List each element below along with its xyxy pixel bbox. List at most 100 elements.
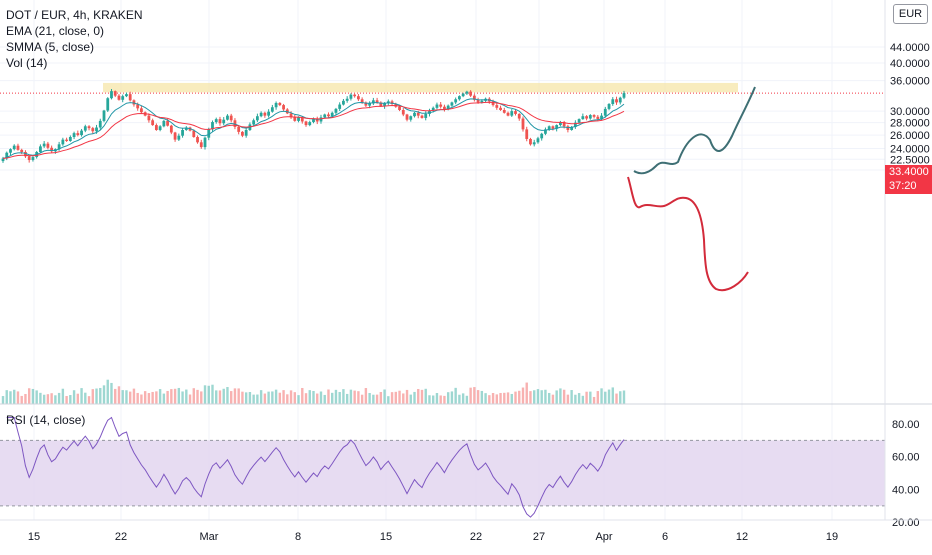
time-tick-label: 12 xyxy=(736,531,748,543)
volume-bar xyxy=(338,391,341,404)
candle-body xyxy=(222,119,226,124)
volume-bar xyxy=(398,390,401,404)
volume-bar xyxy=(16,391,20,404)
volume-bar xyxy=(147,393,151,404)
volume-bar xyxy=(271,391,274,404)
volume-bar xyxy=(278,392,282,404)
volume-bar xyxy=(297,395,300,404)
volume-bar xyxy=(316,393,319,404)
candle-body xyxy=(282,105,285,110)
candle xyxy=(510,109,514,117)
drawn-projections[interactable] xyxy=(627,86,756,292)
volume-bar xyxy=(420,389,424,404)
candle-body xyxy=(297,117,300,121)
candle xyxy=(91,126,95,134)
candle xyxy=(304,120,308,127)
volume-bar xyxy=(454,387,457,404)
currency-badge[interactable]: EUR xyxy=(893,4,928,24)
candle-body xyxy=(102,110,106,121)
candle-body xyxy=(573,122,577,127)
time-tick-label: 22 xyxy=(115,531,127,543)
candle xyxy=(371,97,375,106)
candle xyxy=(83,124,87,133)
volume-bar xyxy=(20,395,23,404)
volume-bar xyxy=(274,389,278,404)
ema-legend[interactable]: EMA (21, close, 0) xyxy=(6,24,105,38)
volume-bar xyxy=(39,392,42,404)
volume-bar xyxy=(102,385,106,404)
candle xyxy=(1,156,5,163)
rsi-pane: 80.00 60.00 40.00 20.00 xyxy=(0,416,920,529)
candle-body xyxy=(308,122,312,126)
ema-line xyxy=(2,101,625,159)
volume-bar xyxy=(622,390,626,404)
candle xyxy=(169,124,173,135)
candle-body xyxy=(401,110,405,115)
volume-bar xyxy=(566,394,570,404)
volume-bar xyxy=(196,389,199,404)
volume-bar xyxy=(533,390,536,404)
volume-bar xyxy=(331,392,334,404)
volume-bar xyxy=(581,395,585,404)
volume-bar xyxy=(529,391,532,404)
volume-bar xyxy=(450,391,454,404)
volume-bar xyxy=(484,393,487,404)
volume-bar xyxy=(469,387,472,404)
candle xyxy=(151,118,155,126)
time-tick-label: Mar xyxy=(200,531,219,543)
symbol-title[interactable]: DOT / EUR, 4h, KRAKEN xyxy=(6,8,143,22)
candle xyxy=(278,102,282,107)
volume-bar xyxy=(551,394,555,404)
candle-body xyxy=(315,119,319,122)
candle-body xyxy=(327,114,330,117)
volume-bar xyxy=(256,394,259,404)
rsi-legend[interactable]: RSI (14, close) xyxy=(6,413,86,427)
volume-bar xyxy=(9,391,12,404)
volume-bar xyxy=(570,390,573,404)
candle-body xyxy=(353,94,357,97)
volume-bar xyxy=(173,388,177,404)
candle-body xyxy=(559,122,562,126)
candle xyxy=(5,151,9,161)
volume-bar xyxy=(514,391,517,404)
candle xyxy=(214,117,218,124)
volume-bar xyxy=(192,388,195,404)
time-tick-label: 15 xyxy=(380,531,392,543)
candle-body xyxy=(68,137,72,141)
candle xyxy=(334,107,338,116)
candle-body xyxy=(398,106,401,111)
candle xyxy=(525,126,529,142)
volume-bar xyxy=(35,390,38,404)
candle xyxy=(390,99,394,105)
price-tick-label: 28.0000 xyxy=(890,118,930,130)
candle xyxy=(140,106,143,114)
volume-bar xyxy=(241,391,244,404)
candle xyxy=(495,102,499,110)
volume-bar xyxy=(547,392,551,404)
candle-body xyxy=(368,103,372,106)
candle xyxy=(607,103,611,111)
candle xyxy=(345,96,349,103)
volume-bar xyxy=(200,391,203,404)
smma-legend[interactable]: SMMA (5, close) xyxy=(6,40,95,54)
candle xyxy=(255,113,259,122)
volume-bar xyxy=(435,393,439,404)
volume-legend[interactable]: Vol (14) xyxy=(6,56,48,70)
candle-body xyxy=(443,106,446,110)
candle-body xyxy=(154,125,158,130)
volume-bar xyxy=(5,390,8,404)
candle xyxy=(282,103,285,111)
candle-body xyxy=(514,111,517,114)
candle xyxy=(72,131,76,140)
volume-bar xyxy=(158,389,162,404)
axes: 44.0000 40.0000 36.0000 30.000028.000026.00… xyxy=(0,0,932,543)
volume-bar xyxy=(491,393,495,404)
candle xyxy=(237,125,241,135)
candle xyxy=(181,127,184,138)
candle xyxy=(420,114,424,119)
candle xyxy=(547,125,551,131)
volume-bar xyxy=(495,394,499,404)
volume-bar xyxy=(229,391,233,404)
